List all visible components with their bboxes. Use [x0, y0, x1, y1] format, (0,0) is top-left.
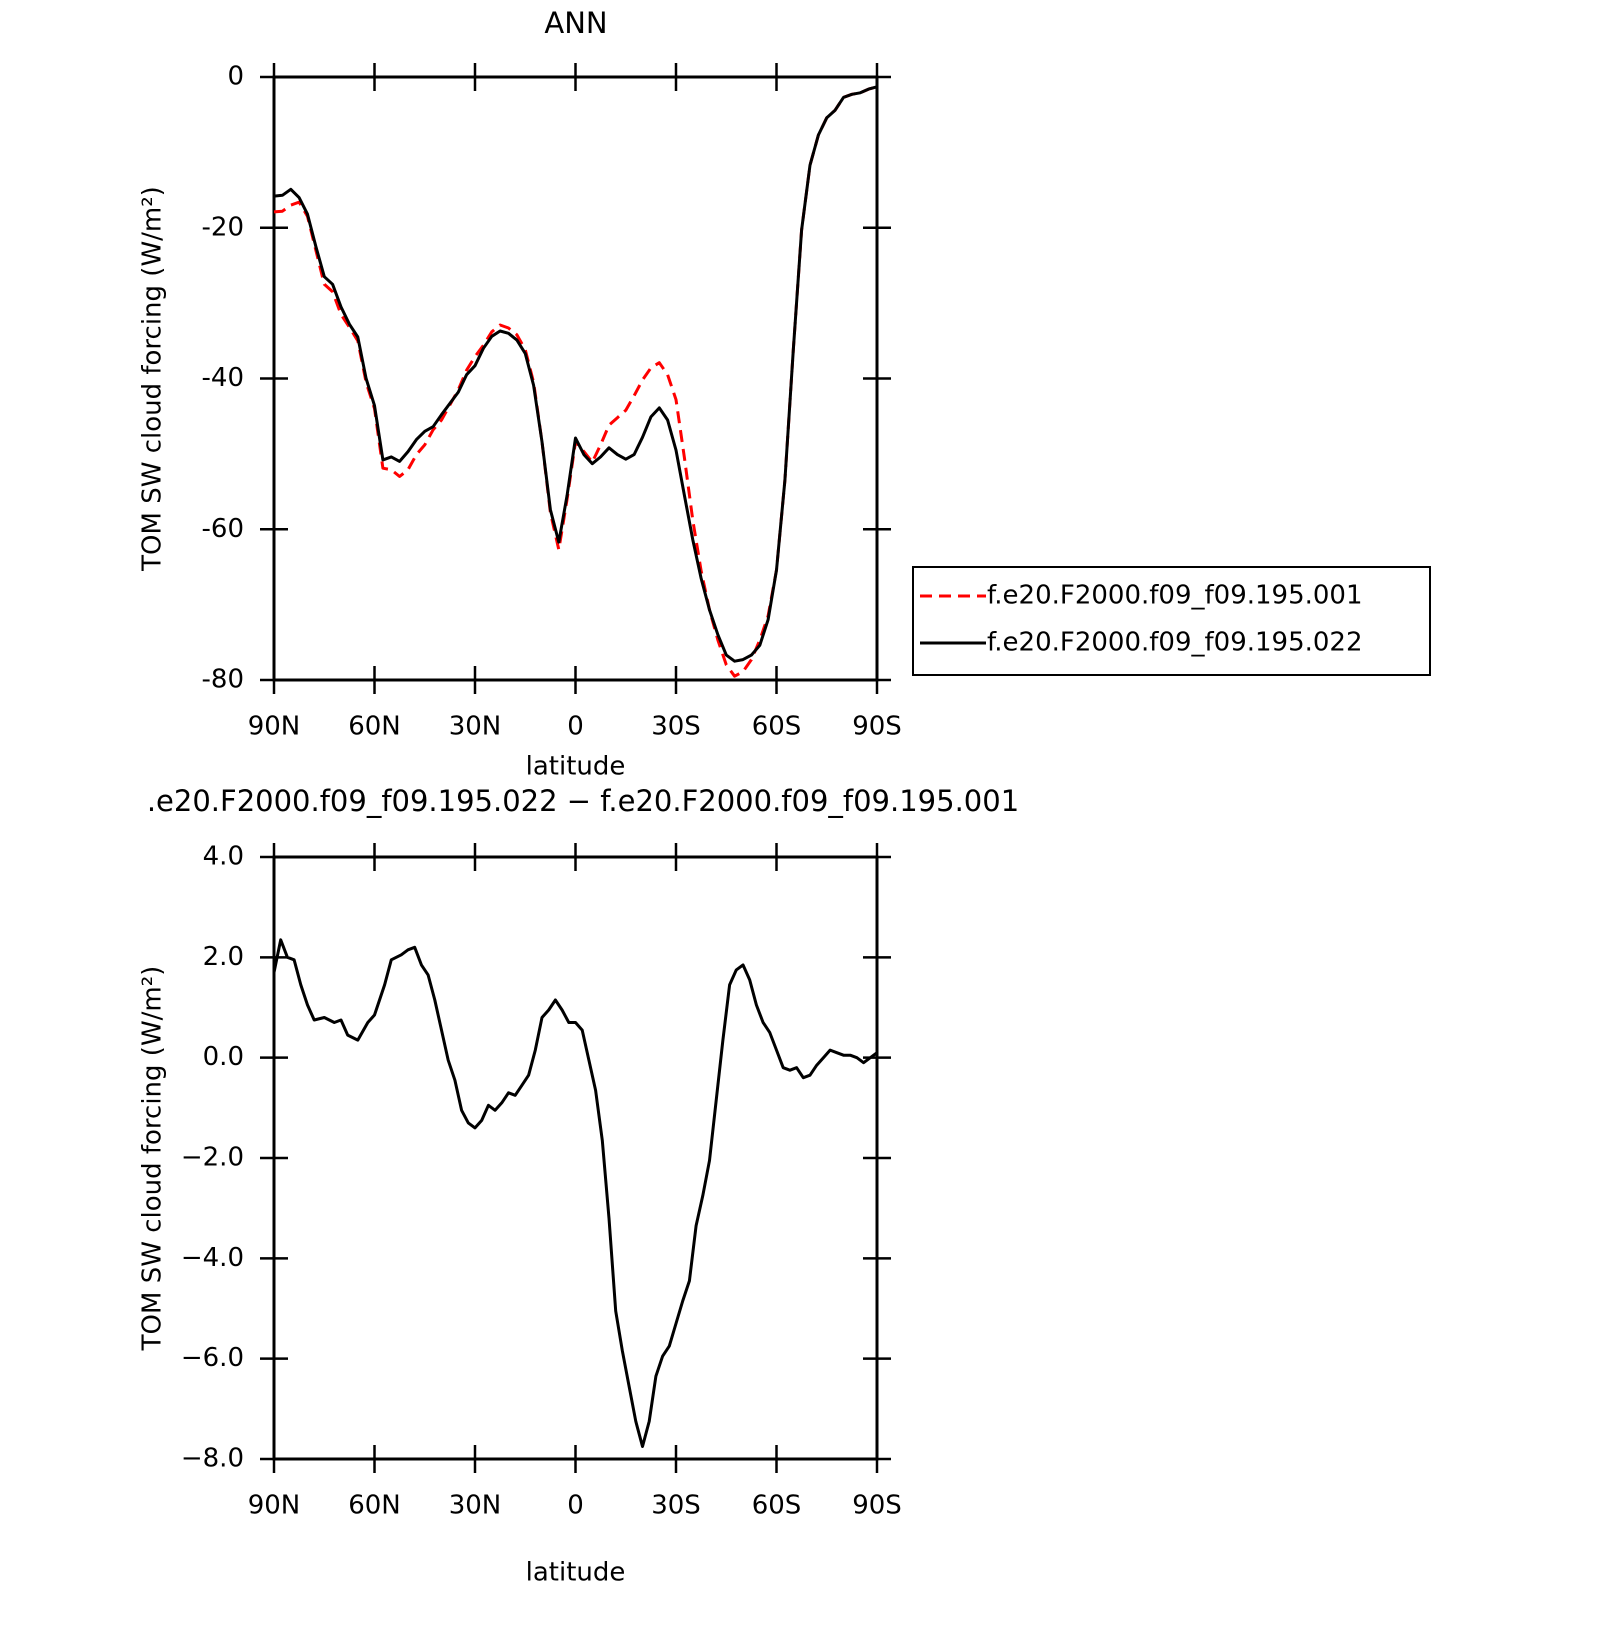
x-tick-label: 30N	[449, 712, 502, 742]
y-tick-label: −2.0	[181, 1143, 244, 1173]
x-tick-label: 90S	[852, 712, 902, 742]
x-tick-label: 0	[567, 712, 584, 742]
x-tick-label: 60N	[348, 712, 401, 742]
x-tick-label: 60S	[752, 1491, 802, 1521]
y-tick-label: −6.0	[181, 1343, 244, 1373]
x-tick-label: 30S	[651, 712, 701, 742]
y-tick-label: 2.0	[203, 942, 244, 972]
x-tick-label: 0	[567, 1491, 584, 1521]
x-tick-label: 60N	[348, 1491, 401, 1521]
y-tick-label: 0	[227, 62, 244, 92]
x-tick-label: 30S	[651, 1491, 701, 1521]
y-tick-label: -80	[202, 665, 244, 695]
legend-box	[912, 566, 1431, 676]
y-tick-label: -40	[202, 363, 244, 393]
x-tick-label: 90N	[248, 1491, 301, 1521]
x-axis-label: latitude	[526, 752, 626, 782]
y-tick-label: −8.0	[181, 1444, 244, 1474]
y-tick-label: -20	[202, 212, 244, 242]
y-tick-label: -60	[202, 514, 244, 544]
data-line	[272, 938, 878, 1448]
legend-label: f.e20.F2000.f09_f09.195.001	[987, 581, 1363, 611]
y-axis-label: TOM SW cloud forcing (W/m²)	[138, 186, 168, 572]
x-tick-label: 30N	[449, 1491, 502, 1521]
chart-title: ANN	[544, 6, 607, 40]
x-tick-label: 60S	[752, 712, 802, 742]
y-tick-label: 0.0	[203, 1042, 244, 1072]
y-axis-label: TOM SW cloud forcing (W/m²)	[138, 966, 168, 1352]
y-tick-label: 4.0	[203, 842, 244, 872]
x-axis-label: latitude	[526, 1558, 626, 1588]
data-line	[273, 85, 878, 678]
x-tick-label: 90N	[248, 712, 301, 742]
data-line	[273, 85, 878, 663]
legend-label: f.e20.F2000.f09_f09.195.022	[987, 628, 1363, 658]
plot-frame	[272, 855, 879, 1461]
chart-title: .e20.F2000.f09_f09.195.022 − f.e20.F2000…	[147, 784, 1019, 818]
x-tick-label: 90S	[852, 1491, 902, 1521]
y-tick-label: −4.0	[181, 1243, 244, 1273]
